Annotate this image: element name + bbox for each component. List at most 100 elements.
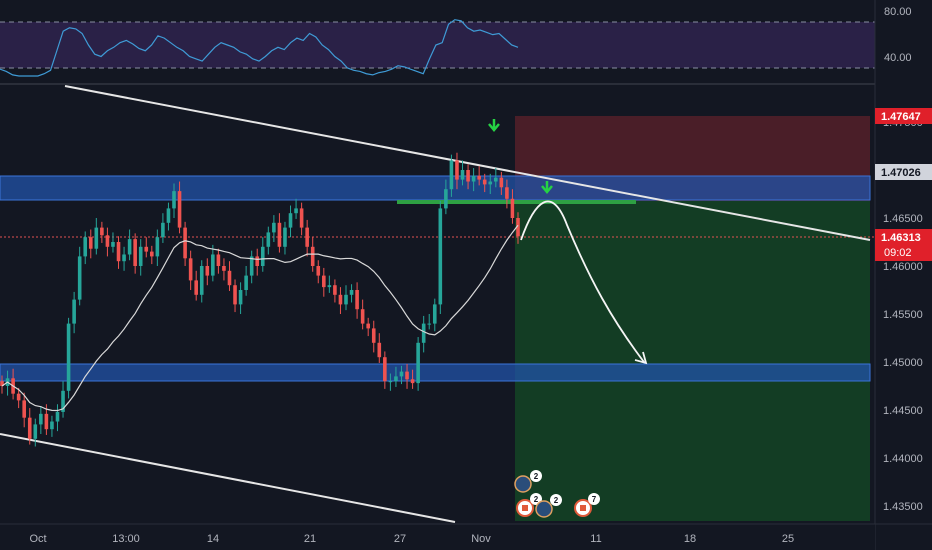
y-tick-label: 1.45500 bbox=[883, 309, 923, 321]
event-count: 2 bbox=[554, 496, 559, 505]
candle-body bbox=[355, 290, 359, 310]
candle-body bbox=[471, 175, 476, 182]
candle-body bbox=[177, 191, 182, 228]
event-count: 2 bbox=[534, 472, 539, 481]
moving-average-line bbox=[1, 224, 519, 412]
candle-body bbox=[199, 266, 204, 295]
candle-body bbox=[122, 254, 126, 262]
svg-text:1.46313: 1.46313 bbox=[881, 232, 921, 244]
candle-body bbox=[277, 222, 282, 247]
x-tick-label: 11 bbox=[590, 533, 601, 545]
candle-body bbox=[305, 227, 309, 247]
x-tick-label: 14 bbox=[207, 533, 219, 545]
candle-body bbox=[22, 400, 26, 418]
candle-body bbox=[333, 285, 337, 295]
y-tick-label: 1.43500 bbox=[883, 501, 923, 513]
candle-body bbox=[94, 227, 99, 249]
event-marker-flag[interactable]: 7 bbox=[574, 493, 600, 517]
candle-body bbox=[166, 208, 171, 223]
candle-body bbox=[444, 189, 448, 209]
event-marker-earth[interactable]: 2 bbox=[535, 494, 562, 518]
candle-body bbox=[316, 266, 321, 276]
candle-body bbox=[27, 417, 32, 439]
y-tick-label: 1.44500 bbox=[883, 405, 923, 417]
candle-body bbox=[272, 222, 276, 233]
take-profit-zone[interactable] bbox=[515, 201, 870, 521]
candle-body bbox=[155, 237, 160, 257]
candle-body bbox=[505, 187, 509, 199]
candle-body bbox=[133, 239, 137, 266]
candle-body bbox=[255, 256, 260, 266]
candle-body bbox=[144, 246, 149, 252]
candle-body bbox=[111, 242, 115, 247]
candle-body bbox=[194, 280, 198, 295]
candle-body bbox=[172, 191, 176, 209]
candle-body bbox=[394, 376, 398, 382]
candle-body bbox=[266, 232, 271, 247]
entry-price-tag: 1.47026 bbox=[875, 164, 932, 180]
y-tick-label: 1.44000 bbox=[883, 453, 923, 465]
down-arrow-icon bbox=[541, 181, 553, 194]
projection-arrow[interactable] bbox=[520, 200, 648, 365]
candle-body bbox=[105, 235, 110, 247]
event-marker-earth[interactable]: 2 bbox=[514, 470, 542, 493]
candle-body bbox=[61, 390, 65, 412]
candle-body bbox=[416, 342, 420, 384]
lower-trendline[interactable] bbox=[0, 433, 456, 523]
upper-trendline[interactable] bbox=[64, 85, 871, 241]
candle-body bbox=[238, 290, 243, 305]
candlestick-series bbox=[0, 152, 520, 447]
candle-body bbox=[449, 160, 454, 190]
x-tick-label: 25 bbox=[782, 533, 794, 545]
candle-body bbox=[39, 413, 43, 425]
candle-body bbox=[488, 181, 493, 185]
candle-body bbox=[294, 208, 298, 214]
candle-body bbox=[366, 323, 370, 329]
candle-body bbox=[83, 237, 88, 257]
candle-body bbox=[438, 208, 443, 305]
x-axis-ticks: Oct 13:00 14 21 27 Nov 11 18 25 bbox=[29, 533, 794, 545]
resistance-zone[interactable] bbox=[0, 175, 871, 201]
time-axis[interactable] bbox=[0, 524, 875, 550]
candle-body bbox=[427, 323, 432, 325]
candle-body bbox=[260, 246, 265, 266]
x-tick-label: 13:00 bbox=[112, 533, 140, 545]
y-tick-label: 1.46500 bbox=[883, 213, 923, 225]
candle-body bbox=[338, 294, 343, 305]
last-price-tag: 1.46313 09:02 bbox=[875, 229, 932, 261]
rsi-line bbox=[0, 19, 519, 77]
price-axis[interactable] bbox=[875, 0, 932, 550]
y-tick-label: 1.46000 bbox=[883, 261, 923, 273]
candle-body bbox=[377, 342, 382, 358]
stop-price-tag: 1.47647 bbox=[875, 108, 932, 124]
candle-body bbox=[460, 170, 465, 180]
candle-body bbox=[44, 413, 49, 430]
x-tick-label: 27 bbox=[394, 533, 406, 545]
candle-body bbox=[233, 285, 237, 305]
candle-body bbox=[127, 239, 132, 255]
candle-body bbox=[371, 328, 376, 343]
candle-body bbox=[161, 222, 165, 238]
candle-body bbox=[150, 251, 154, 257]
rsi-pane bbox=[0, 19, 875, 77]
candle-body bbox=[349, 290, 354, 295]
candle-body bbox=[516, 218, 520, 237]
candle-body bbox=[100, 227, 104, 236]
candle-body bbox=[227, 270, 232, 286]
candle-body bbox=[244, 275, 248, 290]
candle-body bbox=[216, 254, 221, 266]
candle-body bbox=[66, 323, 71, 391]
svg-text:1.47647: 1.47647 bbox=[881, 111, 921, 123]
candle-body bbox=[405, 371, 409, 380]
candle-body bbox=[211, 254, 215, 276]
support-zone[interactable] bbox=[0, 363, 871, 382]
candle-body bbox=[499, 177, 504, 188]
candle-body bbox=[432, 304, 437, 324]
candle-body bbox=[72, 299, 76, 324]
candle-body bbox=[421, 323, 426, 343]
candle-body bbox=[50, 421, 54, 430]
candle-body bbox=[77, 256, 82, 300]
candle-body bbox=[482, 179, 487, 185]
rsi-tick-label: 40.00 bbox=[884, 52, 912, 64]
